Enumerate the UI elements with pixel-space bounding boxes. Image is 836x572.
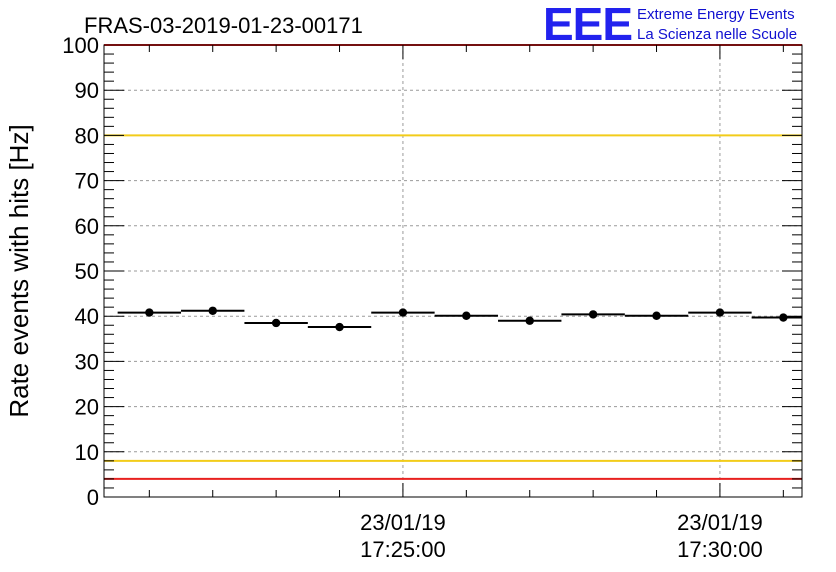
y-tick-label: 90: [75, 78, 99, 103]
data-point: [145, 308, 154, 317]
data-series: [117, 306, 802, 332]
y-tick-label: 10: [75, 440, 99, 465]
logo-letters: EEE: [543, 0, 632, 50]
data-point: [525, 316, 534, 325]
data-point: [715, 308, 725, 317]
y-tick-label: 30: [75, 349, 99, 374]
y-tick-label: 0: [87, 485, 99, 510]
x-tick-label-date: 23/01/19: [360, 510, 446, 535]
x-tick-label-time: 17:25:00: [360, 537, 446, 562]
data-point: [335, 322, 344, 332]
x-tick-label-time: 17:30:00: [677, 537, 763, 562]
y-tick-label: 50: [75, 259, 99, 284]
data-point: [398, 308, 408, 317]
plot-frame: [103, 44, 803, 498]
logo-line-2: La Scienza nelle Scuole: [637, 26, 797, 43]
y-tick-label: 80: [75, 123, 99, 148]
data-point: [779, 313, 788, 322]
data-point: [271, 318, 281, 328]
chart-title: FRAS-03-2019-01-23-00171: [84, 13, 363, 38]
y-tick-label: 20: [75, 395, 99, 420]
data-point: [462, 311, 471, 320]
y-tick-label: 40: [75, 304, 99, 329]
logo-line-1: Extreme Energy Events: [637, 6, 795, 23]
y-tick-label: 60: [75, 214, 99, 239]
y-tick-label: 70: [75, 169, 99, 194]
x-tick-label-date: 23/01/19: [677, 510, 763, 535]
data-point: [208, 306, 217, 315]
y-tick-labels: 0 10 20 30 40 50 60 70 80 90 100: [62, 33, 99, 510]
data-point: [588, 310, 598, 319]
data-point: [652, 311, 661, 320]
logo: EEE Extreme Energy Events La Scienza nel…: [543, 0, 797, 50]
y-axis-title: Rate events with hits [Hz]: [4, 124, 34, 417]
y-tick-label: 100: [62, 33, 99, 58]
